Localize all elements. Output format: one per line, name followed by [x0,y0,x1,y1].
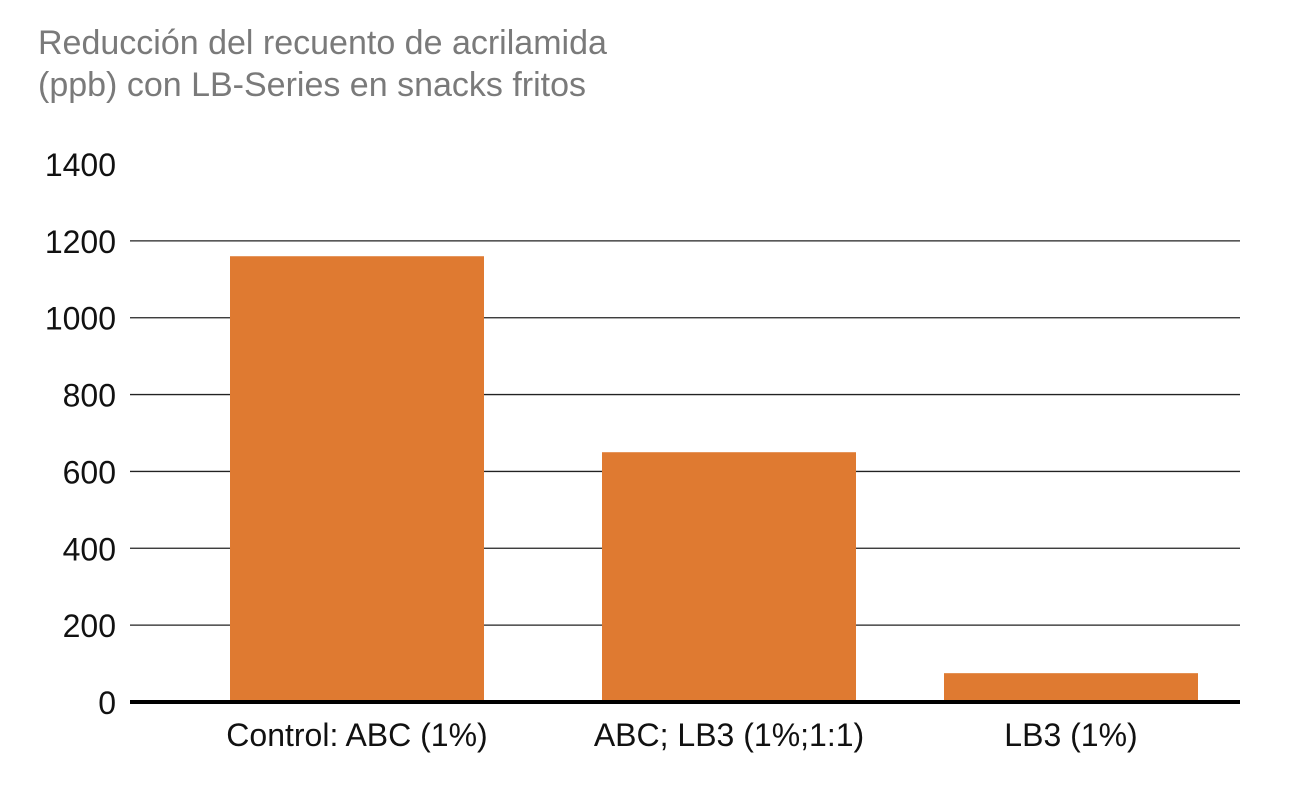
y-axis-tick-labels: 0 200 400 600 800 1000 1200 1400 [45,147,116,721]
y-tick-label: 1200 [45,224,116,260]
y-tick-label: 200 [63,608,116,644]
y-tick-label: 0 [98,685,116,721]
chart-title: Reducción del recuento de acrilamida (pp… [38,22,607,106]
y-tick-label: 1400 [45,147,116,183]
chart-title-line-1: Reducción del recuento de acrilamida [38,24,607,62]
x-axis-category-labels: Control: ABC (1%) ABC; LB3 (1%;1:1) LB3 (1… [226,717,1137,753]
bars [230,256,1198,702]
x-category-label: Control: ABC (1%) [226,717,487,753]
bar [602,452,856,702]
y-tick-label: 1000 [45,301,116,337]
y-tick-label: 800 [63,378,116,414]
x-category-label: LB3 (1%) [1004,717,1137,753]
bar [230,256,484,702]
bar [944,673,1198,702]
chart-title-line-2: (ppb) con LB-Series en snacks fritos [38,66,587,104]
x-category-label: ABC; LB3 (1%;1:1) [594,717,864,753]
y-tick-label: 600 [63,454,116,490]
y-tick-label: 400 [63,531,116,567]
